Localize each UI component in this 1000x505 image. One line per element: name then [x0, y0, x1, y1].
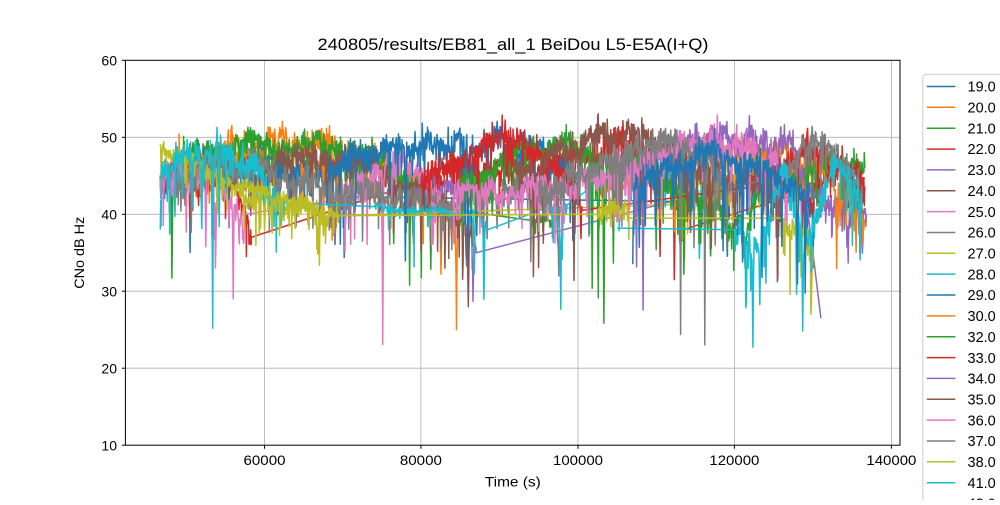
svg-text:41.0: 41.0	[968, 476, 996, 492]
svg-text:80000: 80000	[400, 452, 442, 468]
svg-text:40: 40	[101, 206, 117, 222]
svg-text:240805/results/EB81_all_1 BeiD: 240805/results/EB81_all_1 BeiDou L5-E5A(…	[318, 35, 709, 54]
svg-text:21.0: 21.0	[968, 121, 996, 137]
svg-text:26.0: 26.0	[968, 226, 996, 242]
svg-text:Time (s): Time (s)	[485, 474, 541, 490]
svg-text:50: 50	[101, 129, 117, 145]
svg-text:CNo dB Hz: CNo dB Hz	[71, 217, 87, 289]
svg-text:120000: 120000	[709, 452, 759, 468]
svg-text:33.0: 33.0	[968, 351, 996, 367]
svg-text:29.0: 29.0	[968, 288, 996, 304]
svg-text:30: 30	[101, 283, 117, 299]
svg-text:20.0: 20.0	[968, 101, 996, 117]
svg-text:36.0: 36.0	[968, 413, 996, 429]
svg-text:19.0: 19.0	[968, 80, 996, 96]
svg-text:10: 10	[101, 437, 117, 453]
svg-text:140000: 140000	[866, 452, 916, 468]
svg-text:100000: 100000	[553, 452, 603, 468]
svg-text:60000: 60000	[244, 452, 286, 468]
svg-text:30.0: 30.0	[968, 309, 996, 325]
svg-text:37.0: 37.0	[968, 434, 996, 450]
svg-text:34.0: 34.0	[968, 372, 996, 388]
svg-text:38.0: 38.0	[968, 455, 996, 471]
svg-text:35.0: 35.0	[968, 392, 996, 408]
svg-text:60: 60	[101, 52, 117, 68]
svg-text:32.0: 32.0	[968, 330, 996, 346]
svg-text:24.0: 24.0	[968, 184, 996, 200]
svg-text:25.0: 25.0	[968, 205, 996, 221]
svg-text:22.0: 22.0	[968, 142, 996, 158]
svg-text:20: 20	[101, 360, 117, 376]
svg-text:28.0: 28.0	[968, 267, 996, 283]
svg-text:23.0: 23.0	[968, 163, 996, 179]
svg-text:27.0: 27.0	[968, 247, 996, 263]
